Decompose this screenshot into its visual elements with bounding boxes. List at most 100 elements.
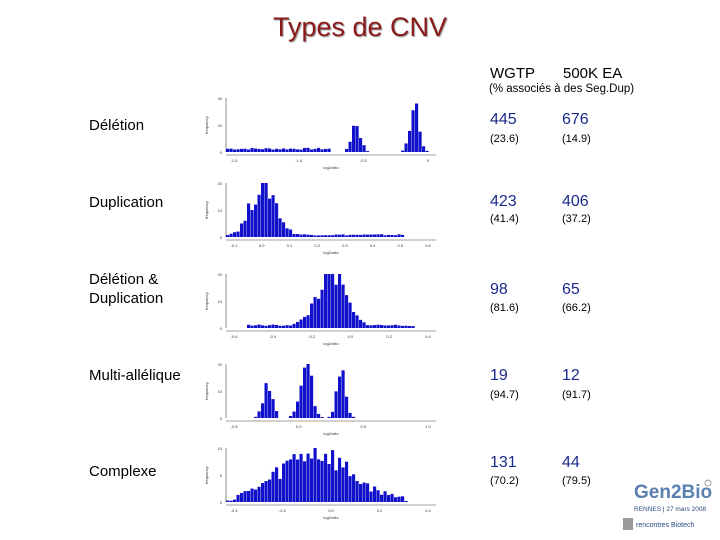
histogram-bar bbox=[285, 325, 289, 328]
y-axis-label: frequency bbox=[204, 466, 209, 484]
histogram-bar bbox=[275, 324, 279, 328]
y-tick-label: 5 bbox=[220, 473, 223, 478]
histogram-bar bbox=[254, 416, 258, 418]
histogram-bar bbox=[247, 203, 251, 237]
histogram-bar bbox=[268, 390, 272, 418]
logo-emblem-icon bbox=[623, 518, 633, 530]
histogram-bar bbox=[233, 232, 237, 237]
histogram-bar bbox=[299, 319, 303, 328]
histogram-bar bbox=[296, 149, 300, 152]
histogram-bar bbox=[268, 198, 272, 237]
histogram-bar bbox=[355, 234, 359, 237]
y-tick-label: 0 bbox=[220, 416, 223, 421]
histogram-bar bbox=[408, 325, 412, 328]
y-tick-label: 0 bbox=[220, 235, 223, 240]
histogram-bar bbox=[359, 138, 363, 152]
histogram-bar bbox=[362, 234, 366, 237]
histogram-bar bbox=[338, 234, 342, 237]
histogram-bar bbox=[278, 325, 282, 328]
histogram-bar bbox=[355, 126, 359, 152]
histogram-bar bbox=[362, 322, 366, 328]
histogram-bar bbox=[275, 203, 279, 237]
histogram-bar bbox=[355, 481, 359, 502]
histogram-bar bbox=[271, 471, 275, 502]
histogram-bar bbox=[334, 234, 338, 237]
deletion-wgtp-pct: (23.6) bbox=[490, 133, 519, 145]
histogram-bar bbox=[383, 235, 387, 237]
x-axis-label: log2ratio bbox=[323, 341, 339, 346]
multiallelic-wgtp-pct: (94.7) bbox=[490, 389, 519, 401]
histogram-bar bbox=[278, 218, 282, 237]
histogram-bar bbox=[352, 234, 356, 237]
logo-event-text: rencontres Biotech bbox=[636, 522, 694, 529]
histogram-bar bbox=[250, 148, 254, 152]
histogram-bar bbox=[415, 103, 419, 152]
histogram-bar bbox=[404, 325, 408, 328]
histogram-bar bbox=[394, 497, 398, 502]
histogram-bar bbox=[341, 467, 345, 502]
histogram-bar bbox=[268, 479, 272, 502]
histogram-bar bbox=[369, 325, 373, 328]
histogram-bar bbox=[397, 496, 401, 502]
histogram-bar bbox=[303, 316, 307, 328]
histogram-bar bbox=[303, 147, 307, 152]
column-header-500k-ea: 500K EA bbox=[563, 65, 623, 82]
histogram-bar bbox=[390, 325, 394, 328]
row-label-complexe: Complexe bbox=[89, 463, 157, 480]
deldup-ea-pct: (66.2) bbox=[562, 302, 591, 314]
histogram-bar bbox=[387, 495, 391, 502]
histogram-bar bbox=[282, 463, 286, 502]
logo-brand-text: Gen2Bio bbox=[634, 482, 712, 503]
deldup-wgtp-pct: (81.6) bbox=[490, 302, 519, 314]
histogram-bar bbox=[285, 460, 289, 502]
histogram-bar bbox=[376, 234, 380, 237]
histogram-bar bbox=[324, 235, 328, 237]
histogram-bar bbox=[338, 376, 342, 418]
gen2bio-logo: Gen2Bio RENNES | 27 mars 2008 rencontres… bbox=[623, 479, 712, 530]
histogram-bar bbox=[296, 459, 300, 502]
histogram-bar bbox=[292, 148, 296, 152]
histogram-bar bbox=[261, 149, 265, 152]
x-axis-label: log2ratio bbox=[323, 250, 339, 255]
histogram-bar bbox=[254, 148, 258, 152]
histogram-bar bbox=[303, 367, 307, 418]
histogram-bar bbox=[271, 399, 275, 418]
y-axis-label: frequency bbox=[204, 292, 209, 310]
histogram-bar bbox=[352, 125, 356, 152]
histogram-bar bbox=[331, 274, 335, 328]
histogram-bar bbox=[243, 148, 247, 152]
histogram-bar bbox=[226, 235, 230, 237]
histogram-bar bbox=[369, 234, 373, 237]
histogram-bar bbox=[404, 143, 408, 152]
histogram-bar bbox=[359, 484, 363, 502]
histogram-bar bbox=[243, 491, 247, 502]
histogram-bar bbox=[264, 383, 268, 418]
histogram-bar bbox=[313, 235, 317, 237]
histogram-bar bbox=[254, 325, 258, 328]
histogram-bar bbox=[380, 234, 384, 237]
histogram-bar bbox=[278, 149, 282, 152]
histogram-bar bbox=[257, 148, 261, 152]
histogram-bar bbox=[250, 210, 254, 237]
histogram-bar bbox=[380, 494, 384, 502]
histogram-bar bbox=[243, 220, 247, 237]
histogram-bar bbox=[355, 315, 359, 328]
histogram-bar bbox=[334, 284, 338, 328]
histogram-bar bbox=[401, 150, 405, 152]
histogram-bar bbox=[317, 147, 321, 152]
deldup-ea-count: 65 bbox=[562, 281, 580, 298]
histogram-bar bbox=[345, 461, 349, 502]
x-tick-label: 0.2 bbox=[377, 508, 383, 513]
histogram-bar bbox=[327, 463, 331, 502]
histogram-bar bbox=[394, 324, 398, 328]
y-axis-label: frequency bbox=[204, 201, 209, 219]
column-subheader: (% associés à des Seg.Dup) bbox=[489, 83, 635, 95]
histogram-bar bbox=[247, 490, 251, 502]
duplication-ea-pct: (37.2) bbox=[562, 213, 591, 225]
histogram-bar bbox=[338, 274, 342, 328]
duplication-wgtp-count: 423 bbox=[490, 193, 517, 210]
histogram-bar bbox=[331, 411, 335, 418]
histogram-bar bbox=[296, 233, 300, 237]
histogram-bar bbox=[229, 148, 233, 152]
histogram-bar bbox=[317, 235, 321, 237]
